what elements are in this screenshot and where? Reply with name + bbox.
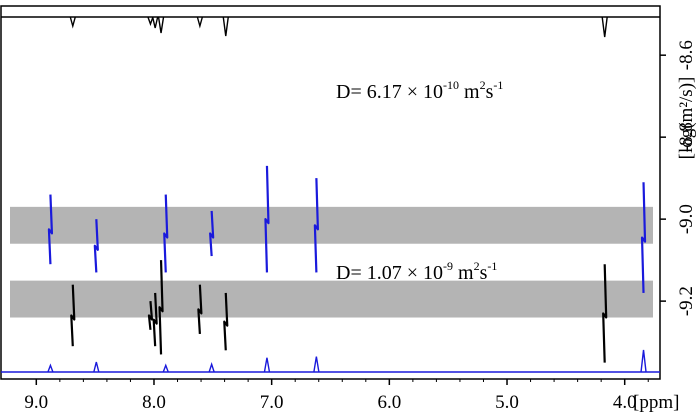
x-tick-label-4.0: 4.0 [613, 392, 637, 413]
species-1-projection-peak-3 [151, 16, 159, 29]
x-axis-ticks: 9.0 8.0 7.0 6.0 5.0 4.0 [24, 379, 649, 413]
x-tick-label-9.0: 9.0 [24, 392, 48, 413]
species-1-peak-3 [152, 292, 158, 347]
gray-band-1 [10, 280, 653, 318]
y-tick-label--9.2: -9.2 [676, 286, 697, 316]
plot-frame [0, 5, 661, 380]
species-1-peak-1 [70, 284, 76, 347]
species-2-peak-1 [47, 194, 54, 265]
species-2-peak-7 [640, 182, 647, 293]
species-2-peak-4 [209, 210, 215, 257]
x-axis-label: [ppm] [633, 392, 679, 413]
species-2-projection-peak-1 [47, 363, 54, 373]
gray-band-2 [10, 206, 653, 244]
species-2-projection-peak-6 [313, 356, 320, 373]
species-2-projection-peak-4 [208, 362, 215, 373]
species-1-projection-peak-6 [222, 16, 229, 37]
species-2-peak-5 [264, 165, 270, 273]
species-1-projection-peak-4 [157, 16, 165, 34]
diffusion-peaks [47, 165, 647, 363]
species-1-projection-peak-1 [69, 16, 76, 29]
species-1-peak-5 [197, 284, 203, 334]
species-2-projection-peak-3 [162, 363, 169, 373]
species-1-projection-peak-7 [601, 16, 608, 38]
species-2-projection-peak-5 [263, 357, 271, 373]
species-1-peak-2 [147, 301, 154, 330]
annotation-species-1: D= 6.17 × 10-10 m2s-1 [336, 78, 503, 103]
y-axis-ticks: -9.2 -9.0 -8.8 -8.6 [660, 40, 697, 316]
species-1-peak-4 [158, 260, 164, 355]
y-tick-label--9.0: -9.0 [676, 204, 697, 234]
x-tick-label-7.0: 7.0 [260, 392, 284, 413]
bands-layer [10, 206, 653, 318]
species-1-peak-7 [602, 264, 608, 363]
species-2-projection-peak-7 [640, 349, 647, 373]
projection-spectra [1, 16, 660, 373]
y-tick-label--8.8: -8.8 [676, 122, 697, 152]
x-tick-label-5.0: 5.0 [495, 392, 519, 413]
species-1-projection-peak-5 [196, 16, 204, 29]
species-1-peak-6 [223, 292, 229, 351]
species-2-peak-2 [93, 219, 99, 273]
species-2-peak-6 [313, 178, 319, 273]
annotation-species-2: D= 1.07 × 10-9 m2s-1 [336, 259, 497, 284]
x-tick-label-6.0: 6.0 [377, 392, 401, 413]
y-tick-label--8.6: -8.6 [676, 40, 697, 70]
species-2-projection-peak-2 [93, 361, 100, 373]
species-1-projection-peak-2 [147, 16, 154, 27]
y-axis-label: [log(m²/s)] [676, 77, 697, 160]
x-tick-label-8.0: 8.0 [142, 392, 166, 413]
species-2-peak-3 [163, 194, 169, 273]
